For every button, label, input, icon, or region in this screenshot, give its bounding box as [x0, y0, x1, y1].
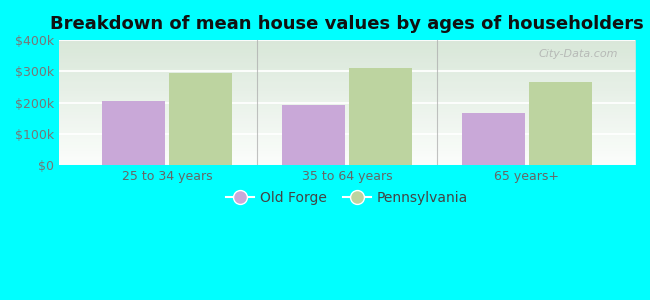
Bar	[462, 113, 525, 165]
Text: City-Data.com: City-Data.com	[538, 49, 617, 59]
Bar	[529, 82, 592, 165]
Bar	[349, 68, 412, 165]
Bar	[282, 105, 345, 165]
Legend: Old Forge, Pennsylvania: Old Forge, Pennsylvania	[221, 185, 473, 210]
Bar	[102, 101, 165, 165]
Title: Breakdown of mean house values by ages of householders: Breakdown of mean house values by ages o…	[50, 15, 644, 33]
Bar	[169, 74, 232, 165]
